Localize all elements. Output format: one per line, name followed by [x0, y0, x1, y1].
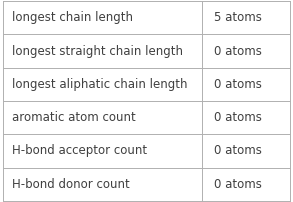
Bar [202, 1, 290, 34]
Text: 0 atoms: 0 atoms [214, 111, 262, 124]
Text: H-bond donor count: H-bond donor count [11, 178, 129, 191]
Bar [3, 101, 202, 134]
Text: 0 atoms: 0 atoms [214, 78, 262, 91]
Text: 5 atoms: 5 atoms [214, 11, 262, 24]
Bar [202, 134, 290, 168]
Text: longest chain length: longest chain length [11, 11, 132, 24]
Bar [3, 168, 202, 201]
Text: 0 atoms: 0 atoms [214, 178, 262, 191]
Text: 0 atoms: 0 atoms [214, 44, 262, 58]
Bar [3, 1, 202, 34]
Bar [202, 101, 290, 134]
Bar [202, 34, 290, 68]
Bar [3, 34, 202, 68]
Text: H-bond acceptor count: H-bond acceptor count [11, 144, 147, 158]
Bar [3, 68, 202, 101]
Text: 0 atoms: 0 atoms [214, 144, 262, 158]
Text: aromatic atom count: aromatic atom count [11, 111, 135, 124]
Bar [202, 168, 290, 201]
Text: longest straight chain length: longest straight chain length [11, 44, 183, 58]
Bar [3, 134, 202, 168]
Text: longest aliphatic chain length: longest aliphatic chain length [11, 78, 187, 91]
Bar [202, 68, 290, 101]
